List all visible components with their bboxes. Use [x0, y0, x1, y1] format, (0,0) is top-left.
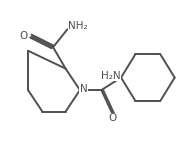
Text: O: O	[19, 30, 27, 41]
Text: H₂N: H₂N	[101, 71, 120, 81]
Text: N: N	[80, 84, 88, 94]
Text: NH₂: NH₂	[68, 21, 88, 31]
Text: O: O	[109, 113, 117, 123]
